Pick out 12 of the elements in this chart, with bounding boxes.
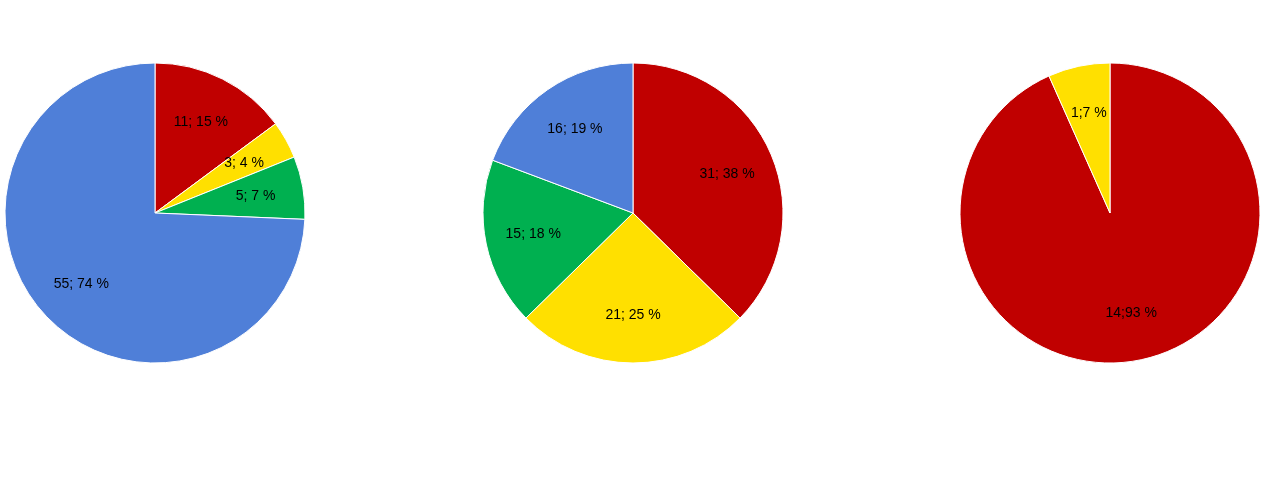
data-label: 31; 38 % [698,164,755,181]
data-label: 3; 4 % [224,154,264,171]
data-label: 14;93 % [1105,303,1157,320]
data-label: 5; 7 % [235,186,276,203]
data-label: 11; 15 % [173,112,229,129]
data-label: 15; 18 % [505,225,561,242]
data-label: 55; 74 % [53,274,109,291]
data-label: 21; 25 % [604,306,661,322]
data-label: 16; 19 % [546,120,603,137]
pie-slice [959,62,1261,364]
data-label: 1;7 % [1070,104,1107,121]
pie-slice [4,62,306,364]
